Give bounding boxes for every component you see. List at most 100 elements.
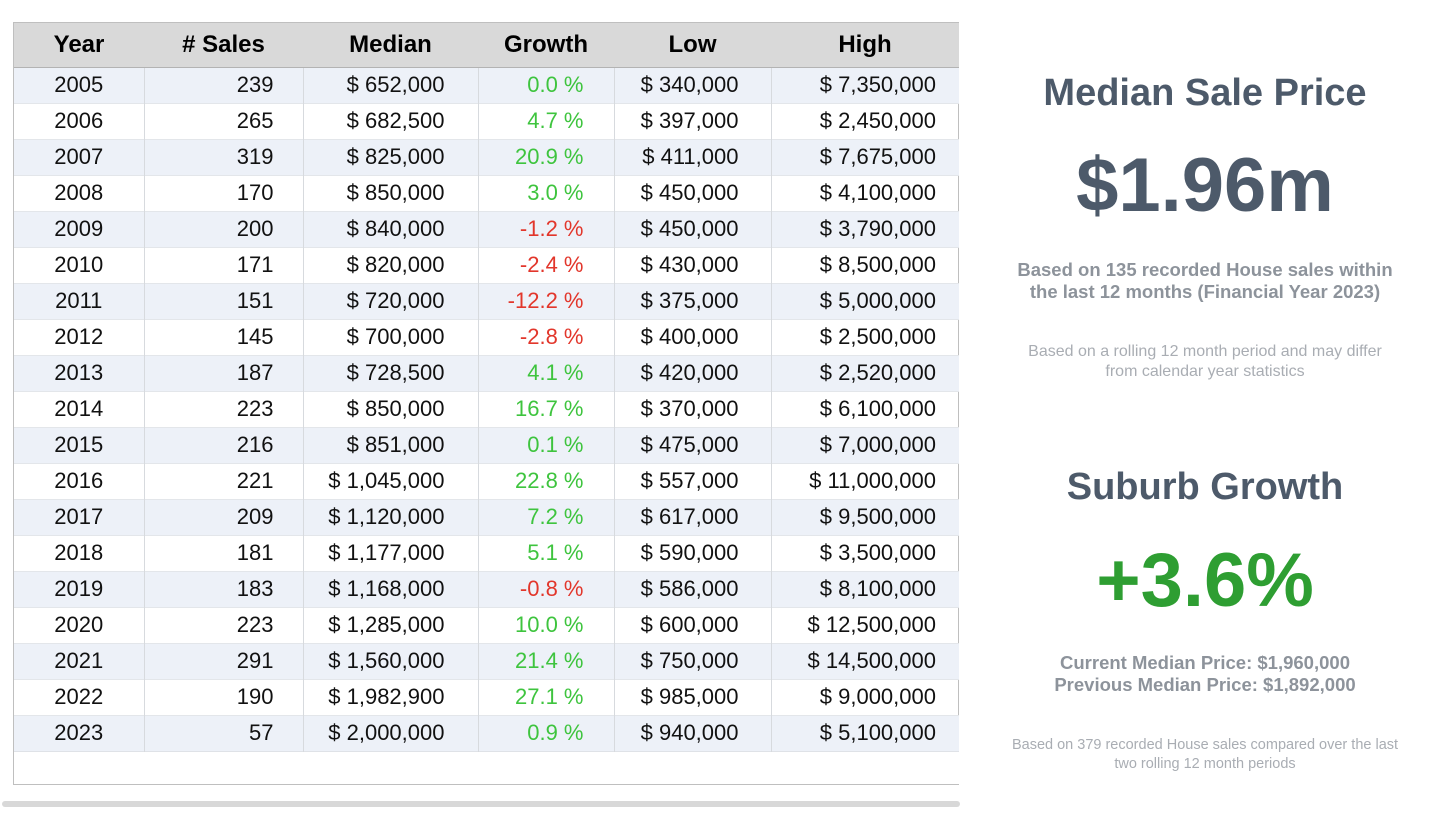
cell-low: $ 397,000 (613, 102, 771, 139)
empty-row (14, 750, 959, 784)
cell-year: 2007 (14, 138, 144, 175)
cell-growth: 4.7 % (477, 102, 614, 139)
cell-growth: -0.8 % (477, 570, 614, 607)
cell-median: $ 850,000 (302, 174, 478, 211)
cell-low: $ 586,000 (613, 570, 771, 607)
table-row: 2012 145 $ 700,000 -2.8 % $ 400,000 $ 2,500,0… (14, 318, 959, 355)
cell-median: $ 1,982,900 (302, 678, 478, 715)
cell-low: $ 450,000 (613, 210, 771, 247)
table-row: 2007 319 $ 825,000 20.9 % $ 411,000 $ 7,675,0… (14, 138, 959, 175)
cell-median: $ 840,000 (302, 210, 478, 247)
cell-sales: 187 (143, 354, 303, 391)
cell-low: $ 370,000 (613, 390, 771, 427)
col-header-sales: # Sales (144, 23, 303, 68)
cell-low: $ 600,000 (613, 606, 771, 643)
table-row: 2023 57 $ 2,000,000 0.9 % $ 940,000 $ 5,100,0… (14, 714, 959, 751)
cell-year: 2017 (14, 498, 144, 535)
cell-low: $ 430,000 (613, 246, 771, 283)
cell-year: 2020 (14, 606, 144, 643)
suburb-growth-title: Suburb Growth (1066, 466, 1344, 508)
cell-growth: 20.9 % (477, 138, 614, 175)
cell-high: $ 12,500,000 (770, 606, 959, 643)
cell-growth: 0.0 % (477, 67, 614, 103)
cell-high: $ 7,000,000 (770, 426, 959, 463)
median-note-text: Based on a rolling 12 month period and m… (1028, 343, 1382, 380)
cell-growth: 3.0 % (477, 174, 614, 211)
cell-median: $ 728,500 (302, 354, 478, 391)
cell-median: $ 1,168,000 (302, 570, 478, 607)
col-header-median: Median (303, 23, 478, 68)
cell-median: $ 1,177,000 (302, 534, 478, 571)
cell-median: $ 850,000 (302, 390, 478, 427)
cell-year: 2018 (14, 534, 144, 571)
cell-year: 2023 (14, 714, 144, 751)
cell-high: $ 4,100,000 (770, 174, 959, 211)
cell-growth: 0.9 % (477, 714, 614, 751)
cell-low: $ 985,000 (613, 678, 771, 715)
cell-low: $ 557,000 (613, 462, 771, 499)
cell-growth: 7.2 % (477, 498, 614, 535)
cell-low: $ 475,000 (613, 426, 771, 463)
cell-median: $ 1,120,000 (302, 498, 478, 535)
cell-sales: 319 (143, 138, 303, 175)
cell-growth: -2.4 % (477, 246, 614, 283)
cell-growth: 5.1 % (477, 534, 614, 571)
cell-year: 2013 (14, 354, 144, 391)
cell-median: $ 1,045,000 (302, 462, 478, 499)
cell-year: 2016 (14, 462, 144, 499)
growth-note-text: Based on 379 recorded House sales compar… (1011, 737, 1399, 772)
col-header-growth: Growth (478, 23, 614, 68)
cell-sales: 223 (143, 606, 303, 643)
table-row: 2019 183 $ 1,168,000 -0.8 % $ 586,000 $ 8,100… (14, 570, 959, 607)
cell-low: $ 375,000 (613, 282, 771, 319)
cell-median: $ 851,000 (302, 426, 478, 463)
cell-year: 2012 (14, 318, 144, 355)
horizontal-scrollbar[interactable] (2, 801, 960, 807)
cell-high: $ 14,500,000 (770, 642, 959, 679)
cell-sales: 171 (143, 246, 303, 283)
table-row: 2005 239 $ 652,000 0.0 % $ 340,000 $ 7,350,00… (14, 67, 959, 103)
cell-year: 2009 (14, 210, 144, 247)
cell-high: $ 3,790,000 (770, 210, 959, 247)
cell-median: $ 700,000 (302, 318, 478, 355)
cell-high: $ 9,000,000 (770, 678, 959, 715)
table-row: 2006 265 $ 682,500 4.7 % $ 397,000 $ 2,450,00… (14, 102, 959, 139)
col-header-year: Year (14, 23, 144, 68)
current-previous-median-prices: Current Median Price: $1,960,000 Previou… (995, 652, 1415, 696)
col-header-low: Low (614, 23, 771, 68)
cell-growth: -2.8 % (477, 318, 614, 355)
sales-history-table: Year # Sales Median Growth Low High 2005… (14, 23, 959, 784)
cell-low: $ 750,000 (613, 642, 771, 679)
cell-sales: 200 (143, 210, 303, 247)
cell-sales: 183 (143, 570, 303, 607)
cell-sales: 57 (143, 714, 303, 751)
table-row: 2009 200 $ 840,000 -1.2 % $ 450,000 $ 3,790,0… (14, 210, 959, 247)
sales-table-body: 2005 239 $ 652,000 0.0 % $ 340,000 $ 7,350,00… (14, 67, 959, 751)
current-median-price: Current Median Price: $1,960,000 (1060, 652, 1350, 673)
cell-high: $ 11,000,000 (770, 462, 959, 499)
table-row: 2018 181 $ 1,177,000 5.1 % $ 590,000 $ 3,500,… (14, 534, 959, 571)
cell-growth: 22.8 % (477, 462, 614, 499)
cell-growth: 16.7 % (477, 390, 614, 427)
cell-median: $ 825,000 (302, 138, 478, 175)
cell-growth: 27.1 % (477, 678, 614, 715)
cell-high: $ 8,100,000 (770, 570, 959, 607)
cell-sales: 265 (143, 102, 303, 139)
cell-low: $ 420,000 (613, 354, 771, 391)
cell-sales: 209 (143, 498, 303, 535)
cell-low: $ 450,000 (613, 174, 771, 211)
cell-sales: 216 (143, 426, 303, 463)
table-row: 2020 223 $ 1,285,000 10.0 % $ 600,000 $ 12,50… (14, 606, 959, 643)
cell-median: $ 820,000 (302, 246, 478, 283)
cell-year: 2006 (14, 102, 144, 139)
median-basis-text: Based on 135 recorded House sales within… (1017, 259, 1393, 302)
cell-median: $ 652,000 (302, 67, 478, 103)
cell-high: $ 2,500,000 (770, 318, 959, 355)
table-row: 2016 221 $ 1,045,000 22.8 % $ 557,000 $ 11,00… (14, 462, 959, 499)
cell-growth: 0.1 % (477, 426, 614, 463)
median-sale-price-title: Median Sale Price (1043, 72, 1367, 114)
table-row: 2008 170 $ 850,000 3.0 % $ 450,000 $ 4,100,00… (14, 174, 959, 211)
summary-panel: Median Sale Price $1.96m Based on 135 re… (985, 0, 1425, 774)
cell-high: $ 2,520,000 (770, 354, 959, 391)
cell-year: 2022 (14, 678, 144, 715)
